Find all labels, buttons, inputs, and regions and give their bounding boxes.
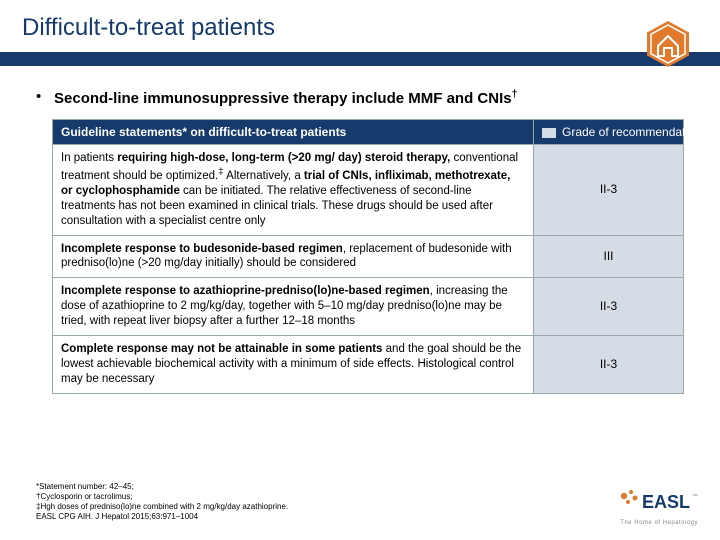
bullet-marker: • — [36, 88, 54, 105]
grade-cell: II-3 — [534, 278, 684, 336]
footnote-line: EASL CPG AIH. J Hepatol 2015;63:971–1004 — [36, 512, 288, 522]
easl-subtitle: The Home of Hepatology — [614, 520, 698, 526]
table-row: Incomplete response to azathioprine-pred… — [53, 278, 684, 336]
footnote-line: †Cyclosporin or tacrolimus; — [36, 492, 288, 502]
statement-cell: In patients requiring high-dose, long-te… — [53, 145, 534, 236]
col-header-statements: Guideline statements* on difficult-to-tr… — [53, 120, 534, 145]
page-title: Difficult-to-treat patients — [0, 0, 720, 52]
title-rule — [0, 52, 720, 66]
table-row: Incomplete response to budesonide-based … — [53, 235, 684, 278]
footnote-line: *Statement number: 42–45; — [36, 482, 288, 492]
col-header-grade: Grade of recommendation — [534, 120, 684, 145]
bullet-item: • Second-line immunosuppressive therapy … — [0, 66, 720, 119]
svg-text:™: ™ — [692, 493, 698, 500]
bullet-text: Second-line immunosuppressive therapy in… — [54, 88, 517, 107]
col-header-grade-label: Grade of recommendation — [562, 125, 701, 139]
grade-cell: III — [534, 235, 684, 278]
statement-cell: Incomplete response to budesonide-based … — [53, 235, 534, 278]
easl-logo: EASL ™ The Home of Hepatology — [614, 488, 698, 526]
statement-cell: Incomplete response to azathioprine-pred… — [53, 278, 534, 336]
table-row: In patients requiring high-dose, long-te… — [53, 145, 684, 236]
grade-swatch-icon — [542, 128, 556, 138]
home-icon — [644, 20, 692, 68]
footnote-line: ‡Hgh doses of predniso(lo)ne combined wi… — [36, 502, 288, 512]
footnotes: *Statement number: 42–45; †Cyclosporin o… — [36, 482, 288, 522]
grade-cell: II-3 — [534, 336, 684, 394]
grade-cell: II-3 — [534, 145, 684, 236]
guideline-table: Guideline statements* on difficult-to-tr… — [52, 119, 684, 394]
table-row: Complete response may not be attainable … — [53, 336, 684, 394]
statement-cell: Complete response may not be attainable … — [53, 336, 534, 394]
svg-text:EASL: EASL — [642, 492, 690, 512]
